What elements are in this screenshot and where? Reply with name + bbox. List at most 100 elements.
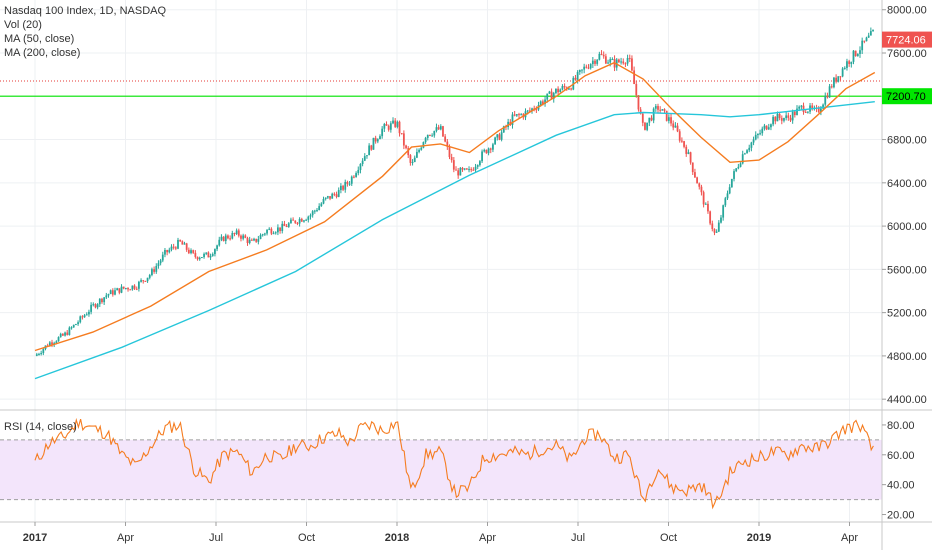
hline-price-label: 7200.70 <box>886 91 926 103</box>
candle <box>105 295 108 298</box>
candle <box>561 86 564 90</box>
time-tick-label: 2019 <box>747 532 771 544</box>
candle <box>702 192 705 205</box>
time-tick-label: Apr <box>841 532 858 544</box>
candle <box>383 124 386 129</box>
candle <box>602 54 605 57</box>
candle <box>733 171 735 179</box>
candle <box>596 59 599 64</box>
rsi-tick-label: 20.00 <box>887 510 915 522</box>
candle <box>548 91 551 94</box>
hline-price-badge-bg <box>882 88 932 105</box>
candle <box>683 141 685 147</box>
candle <box>411 162 414 164</box>
candle <box>594 60 596 64</box>
candle <box>337 190 340 197</box>
candle <box>589 64 592 69</box>
candle <box>75 324 77 326</box>
candle <box>222 236 225 242</box>
candle <box>546 93 549 100</box>
candle <box>220 236 223 240</box>
candle <box>166 249 169 253</box>
candle <box>172 246 175 248</box>
candle <box>759 133 761 135</box>
candle <box>389 123 392 130</box>
price-axis[interactable]: 8000.007600.007200.006800.006400.006000.… <box>882 5 927 406</box>
candle <box>459 167 462 176</box>
candle <box>111 290 114 295</box>
legend-ma200[interactable]: MA (200, close) <box>4 47 81 59</box>
candle <box>570 88 573 90</box>
candle <box>240 235 242 239</box>
candle <box>685 146 688 154</box>
candle <box>385 124 388 126</box>
time-axis[interactable]: 2017 Apr Jul Oct 2018 Apr Jul Oct 2019 Apr <box>23 522 859 544</box>
candle <box>285 226 288 228</box>
ma50-line <box>34 61 876 352</box>
candle <box>761 128 764 134</box>
candle <box>748 147 751 151</box>
candle <box>326 196 329 198</box>
candle <box>526 110 529 112</box>
candle <box>316 210 318 212</box>
candle <box>622 61 625 64</box>
rsi-axis[interactable]: 80.00 60.00 40.00 20.00 <box>882 420 915 522</box>
candle <box>670 117 672 124</box>
candle <box>448 146 451 158</box>
candle <box>465 168 468 170</box>
legend-title[interactable]: Nasdaq 100 Index, 1D, NASDAQ <box>4 5 167 17</box>
candle <box>555 88 557 94</box>
rsi-title[interactable]: RSI (14, close) <box>4 421 77 433</box>
candle <box>676 125 679 132</box>
legend-vol[interactable]: Vol (20) <box>4 19 42 31</box>
candle <box>185 243 188 250</box>
candle <box>455 169 457 171</box>
candle <box>587 67 590 69</box>
candle <box>780 118 783 121</box>
candle <box>344 181 347 190</box>
candle <box>114 290 116 295</box>
candle <box>765 125 768 130</box>
legend-ma50[interactable]: MA (50, close) <box>4 33 75 45</box>
candle <box>118 288 121 293</box>
candle <box>244 235 247 238</box>
candle <box>85 314 88 316</box>
candle <box>42 349 45 354</box>
candle <box>496 134 499 138</box>
candle <box>752 139 755 143</box>
candle <box>261 234 264 236</box>
candle <box>396 121 399 127</box>
candle <box>248 239 251 243</box>
candle <box>778 113 781 119</box>
candle <box>181 241 184 245</box>
candle <box>57 337 60 342</box>
candle <box>190 250 192 254</box>
candle <box>659 109 662 111</box>
candle <box>309 215 312 217</box>
candle <box>424 137 427 143</box>
candle <box>101 298 103 303</box>
candle <box>227 235 229 239</box>
candle <box>61 333 64 336</box>
candle <box>413 157 416 163</box>
candle <box>726 193 729 199</box>
candle <box>750 142 753 148</box>
time-tick-label: Apr <box>479 532 496 544</box>
candle <box>552 93 555 99</box>
candle <box>307 216 310 220</box>
candle <box>198 257 201 260</box>
candle <box>394 120 397 127</box>
candle <box>170 246 173 250</box>
candle <box>59 333 62 338</box>
candle <box>859 50 861 54</box>
candle <box>98 298 101 305</box>
candle <box>214 249 216 255</box>
candle <box>774 116 777 122</box>
candle <box>151 269 153 276</box>
candle <box>83 315 86 318</box>
candle <box>635 84 638 96</box>
candle <box>483 149 486 152</box>
last-price-label: 7724.06 <box>886 35 926 47</box>
candle <box>253 238 255 241</box>
